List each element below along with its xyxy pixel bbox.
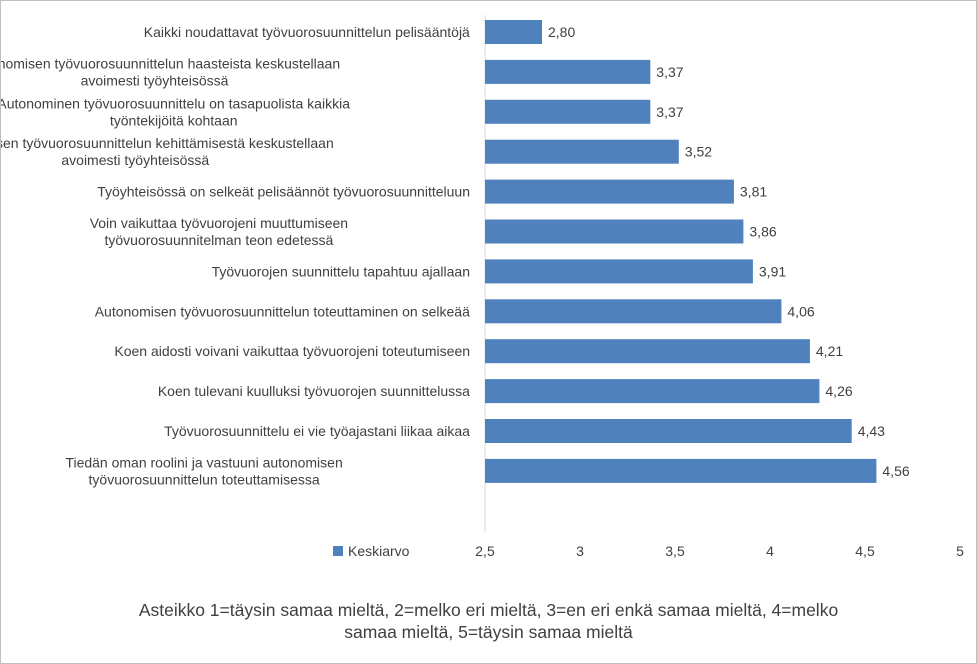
bar xyxy=(485,20,542,44)
category-label-line: Kaikki noudattavat työvuorosuunnittelun … xyxy=(144,24,470,40)
bar-value-label: 3,81 xyxy=(740,184,767,200)
scale-footnote: Asteikko 1=täysin samaa mieltä, 2=melko … xyxy=(61,599,916,643)
category-label-line: Koen aidosti voivani vaikuttaa työvuoroj… xyxy=(114,343,470,359)
category-label-line: Autonomisen työvuorosuunnittelun haastei… xyxy=(1,55,340,71)
category-label: Autonomisen työvuorosuunnittelun toteutt… xyxy=(95,303,470,319)
scale-footnote-line-2: samaa mieltä, 5=täysin samaa mieltä xyxy=(344,622,633,642)
bar xyxy=(485,299,782,324)
x-tick-label: 2,5 xyxy=(475,543,495,559)
category-label-line: työntekijöitä kohtaan xyxy=(110,112,238,128)
x-tick-label: 3 xyxy=(576,543,584,559)
bar-value-label: 2,80 xyxy=(548,24,575,40)
bar-value-label: 3,86 xyxy=(749,224,776,240)
category-label: Tiedän oman roolini ja vastuuni autonomi… xyxy=(65,454,342,487)
category-label-line: Työvuorosuunnittelu ei vie työajastani l… xyxy=(164,423,470,439)
bar-value-label: 3,37 xyxy=(656,104,683,120)
bar-value-label: 4,43 xyxy=(858,423,885,439)
category-label-line: Autonominen työvuorosuunnittelu on tasap… xyxy=(1,95,350,111)
category-label-line: työvuorosuunnitelman teon edetessä xyxy=(104,232,333,248)
bar-value-label: 4,21 xyxy=(816,343,843,359)
bar-value-label: 3,91 xyxy=(759,263,786,279)
x-tick-label: 4,5 xyxy=(855,543,875,559)
category-label-line: Autonomisen työvuorosuunnittelun kehittä… xyxy=(1,135,334,151)
category-label-line: Tiedän oman roolini ja vastuuni autonomi… xyxy=(65,454,342,470)
category-label-line: Työvuorojen suunnittelu tapahtuu ajallaa… xyxy=(212,263,470,279)
category-label: Voin vaikuttaa työvuorojeni muuttumiseen… xyxy=(90,215,348,248)
category-label-line: Koen tulevani kuulluksi työvuorojen suun… xyxy=(158,383,470,399)
bar-value-label: 4,56 xyxy=(882,463,909,479)
category-label: Autonomisen työvuorosuunnittelun kehittä… xyxy=(1,135,334,168)
category-label: Koen aidosti voivani vaikuttaa työvuoroj… xyxy=(114,343,470,359)
bar xyxy=(485,458,877,483)
bar-value-label: 3,37 xyxy=(656,64,683,80)
legend-label: Keskiarvo xyxy=(348,543,410,559)
category-label-line: Työyhteisössä on selkeät pelisäännöt työ… xyxy=(97,184,470,200)
bar-value-label: 4,06 xyxy=(787,303,814,319)
bar xyxy=(485,99,651,124)
bar xyxy=(485,59,651,84)
category-label: Autonomisen työvuorosuunnittelun haastei… xyxy=(1,55,340,88)
bar xyxy=(485,139,679,164)
bar xyxy=(485,379,820,404)
bar-value-label: 4,26 xyxy=(825,383,852,399)
category-label: Työyhteisössä on selkeät pelisäännöt työ… xyxy=(97,184,470,200)
bar xyxy=(485,259,753,284)
category-label: Autonominen työvuorosuunnittelu on tasap… xyxy=(1,95,350,128)
bar xyxy=(485,179,734,204)
legend-swatch xyxy=(333,546,343,556)
bar xyxy=(485,219,744,244)
category-label: Koen tulevani kuulluksi työvuorojen suun… xyxy=(158,383,470,399)
category-label-line: avoimesti työyhteisössä xyxy=(81,72,229,88)
x-tick-label: 4 xyxy=(766,543,774,559)
bar-value-label: 3,52 xyxy=(685,144,712,160)
category-label-line: Autonomisen työvuorosuunnittelun toteutt… xyxy=(95,303,470,319)
x-tick-label: 3,5 xyxy=(665,543,685,559)
x-tick-label: 5 xyxy=(956,543,964,559)
category-label: Työvuorojen suunnittelu tapahtuu ajallaa… xyxy=(212,263,470,279)
category-label-line: työvuorosuunnittelun toteuttamisessa xyxy=(89,471,320,487)
bar xyxy=(485,339,810,364)
bar xyxy=(485,419,852,443)
category-label: Kaikki noudattavat työvuorosuunnittelun … xyxy=(144,24,470,40)
scale-footnote-line-1: Asteikko 1=täysin samaa mieltä, 2=melko … xyxy=(138,600,839,620)
category-label-line: avoimesti työyhteisössä xyxy=(61,152,209,168)
category-label: Työvuorosuunnittelu ei vie työajastani l… xyxy=(164,423,470,439)
category-label-line: Voin vaikuttaa työvuorojeni muuttumiseen xyxy=(90,215,348,231)
